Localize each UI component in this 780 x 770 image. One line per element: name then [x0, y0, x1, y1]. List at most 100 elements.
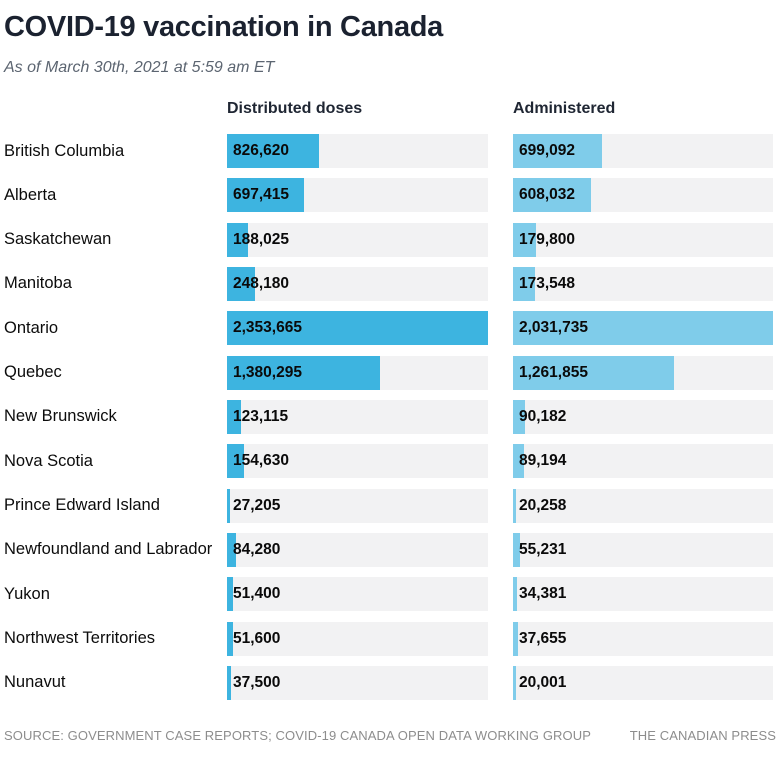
administered-bar: [513, 621, 518, 656]
column-gap-spacer: [488, 444, 513, 478]
administered-value-label: 699,092: [519, 142, 576, 159]
category-label: Northwest Territories: [4, 629, 155, 648]
distributed-bar-track: 697,415: [227, 178, 488, 213]
distributed-bar: [227, 178, 305, 213]
distributed-value-label: 84,280: [233, 540, 281, 558]
chart-row: Quebec 1,380,295 1,261,855: [4, 355, 776, 390]
column-gap-spacer: [488, 622, 513, 656]
chart-row: Newfoundland and Labrador 84,280 55,231: [4, 532, 776, 567]
chart-row: Yukon 51,400 34,381: [4, 577, 776, 612]
administered-bar-track: 608,032: [513, 178, 773, 213]
distributed-bar: [227, 266, 255, 301]
category-label: Prince Edward Island: [4, 496, 160, 515]
distributed-bar-track: 154,630: [227, 444, 488, 479]
chart-row: Nunavut 37,500 20,001: [4, 665, 776, 700]
header-distributed-doses: Distributed doses: [227, 100, 363, 117]
distributed-value-label: 1,380,295: [233, 363, 302, 381]
administered-bar: [513, 222, 536, 257]
publisher-credit: THE CANADIAN PRESS: [629, 728, 776, 743]
label-column-spacer: [4, 100, 227, 118]
column-gap-spacer: [488, 178, 513, 212]
administered-bar-track: 55,231: [513, 532, 773, 567]
distributed-value-label: 188,025: [233, 230, 290, 248]
administered-bar-track: 20,258: [513, 488, 773, 523]
administered-bar: [513, 134, 603, 168]
category-label: Nova Scotia: [4, 451, 93, 470]
chart-title: COVID-19 vaccination in Canada: [4, 11, 444, 43]
distributed-bar: [227, 222, 248, 257]
administered-value-label: 2,031,735: [519, 319, 588, 337]
distributed-bar: [227, 621, 233, 656]
administered-bar: [513, 532, 521, 567]
chart-row: New Brunswick 123,115 90,182: [4, 399, 776, 434]
administered-bar: [513, 577, 518, 612]
column-gap-spacer: [488, 489, 513, 523]
distributed-bar-track: 188,025: [227, 222, 488, 257]
distributed-value-label: 826,620: [233, 142, 290, 159]
administered-value-label: 20,001: [519, 673, 567, 691]
distributed-value-label: 154,630: [233, 452, 290, 470]
administered-value-label: 34,381: [519, 585, 567, 603]
column-headers: Distributed doses Administered: [4, 100, 776, 118]
column-gap-spacer: [488, 577, 513, 611]
distributed-value-label: 27,205: [233, 496, 281, 514]
distributed-bar-track: 37,500: [227, 665, 488, 700]
distributed-value-label: 697,415: [233, 186, 290, 204]
administered-value-label: 608,032: [519, 186, 576, 204]
category-label: Nunavut: [4, 673, 66, 692]
chart-row: Saskatchewan 188,025 179,800: [4, 222, 776, 257]
chart-subtitle: As of March 30th, 2021 at 5:59 am ET: [4, 59, 275, 76]
distributed-value-label: 37,500: [233, 673, 281, 691]
distributed-bar-track: 1,380,295: [227, 355, 488, 390]
category-label: Newfoundland and Labrador: [4, 540, 213, 559]
administered-bar-track: 2,031,735: [513, 311, 773, 346]
administered-value-label: 90,182: [519, 407, 567, 425]
distributed-bar: [227, 134, 319, 168]
category-label: Quebec: [4, 363, 62, 382]
administered-bar-track: 1,261,855: [513, 355, 773, 390]
header-administered: Administered: [513, 100, 616, 117]
administered-bar-track: 173,548: [513, 266, 773, 301]
distributed-bar: [227, 444, 245, 479]
administered-bar-track: 90,182: [513, 399, 773, 434]
administered-bar: [513, 665, 516, 700]
distributed-bar-track: 84,280: [227, 532, 488, 567]
category-label: Alberta: [4, 185, 57, 204]
category-label: Yukon: [4, 584, 50, 603]
administered-bar-track: 37,655: [513, 621, 773, 656]
distributed-bar: [227, 355, 381, 390]
administered-bar-track: 179,800: [513, 222, 773, 257]
column-gap-spacer: [488, 400, 513, 434]
administered-value-label: 55,231: [519, 540, 567, 558]
administered-value-label: 1,261,855: [519, 363, 588, 381]
administered-bar-track: 34,381: [513, 577, 773, 612]
distributed-value-label: 248,180: [233, 274, 290, 292]
distributed-bar-track: 826,620: [227, 134, 488, 168]
administered-bar-track: 699,092: [513, 134, 773, 168]
chart-row: British Columbia 826,620 699,092: [4, 134, 776, 168]
chart-footer: SOURCE: GOVERNMENT CASE REPORTS; COVID-1…: [4, 728, 776, 770]
administered-bar: [513, 444, 525, 479]
administered-bar: [513, 311, 773, 346]
administered-bar: [513, 178, 591, 213]
column-gap-spacer: [488, 223, 513, 257]
category-label: New Brunswick: [4, 407, 117, 426]
administered-bar: [513, 399, 525, 434]
distributed-bar-track: 2,353,665: [227, 311, 488, 346]
category-label: British Columbia: [4, 141, 125, 160]
administered-bar-track: 20,001: [513, 665, 773, 700]
distributed-bar: [227, 577, 233, 612]
distributed-bar: [227, 488, 231, 523]
distributed-value-label: 51,400: [233, 585, 281, 603]
column-gap-spacer: [488, 356, 513, 390]
distributed-bar: [227, 311, 488, 346]
column-gap-spacer: [488, 100, 513, 118]
distributed-bar: [227, 665, 232, 700]
distributed-bar-track: 27,205: [227, 488, 488, 523]
column-gap-spacer: [488, 533, 513, 567]
column-gap-spacer: [488, 311, 513, 345]
distributed-value-label: 51,600: [233, 629, 281, 647]
administered-value-label: 20,258: [519, 496, 567, 514]
chart-row: Prince Edward Island 27,205 20,258: [4, 488, 776, 523]
